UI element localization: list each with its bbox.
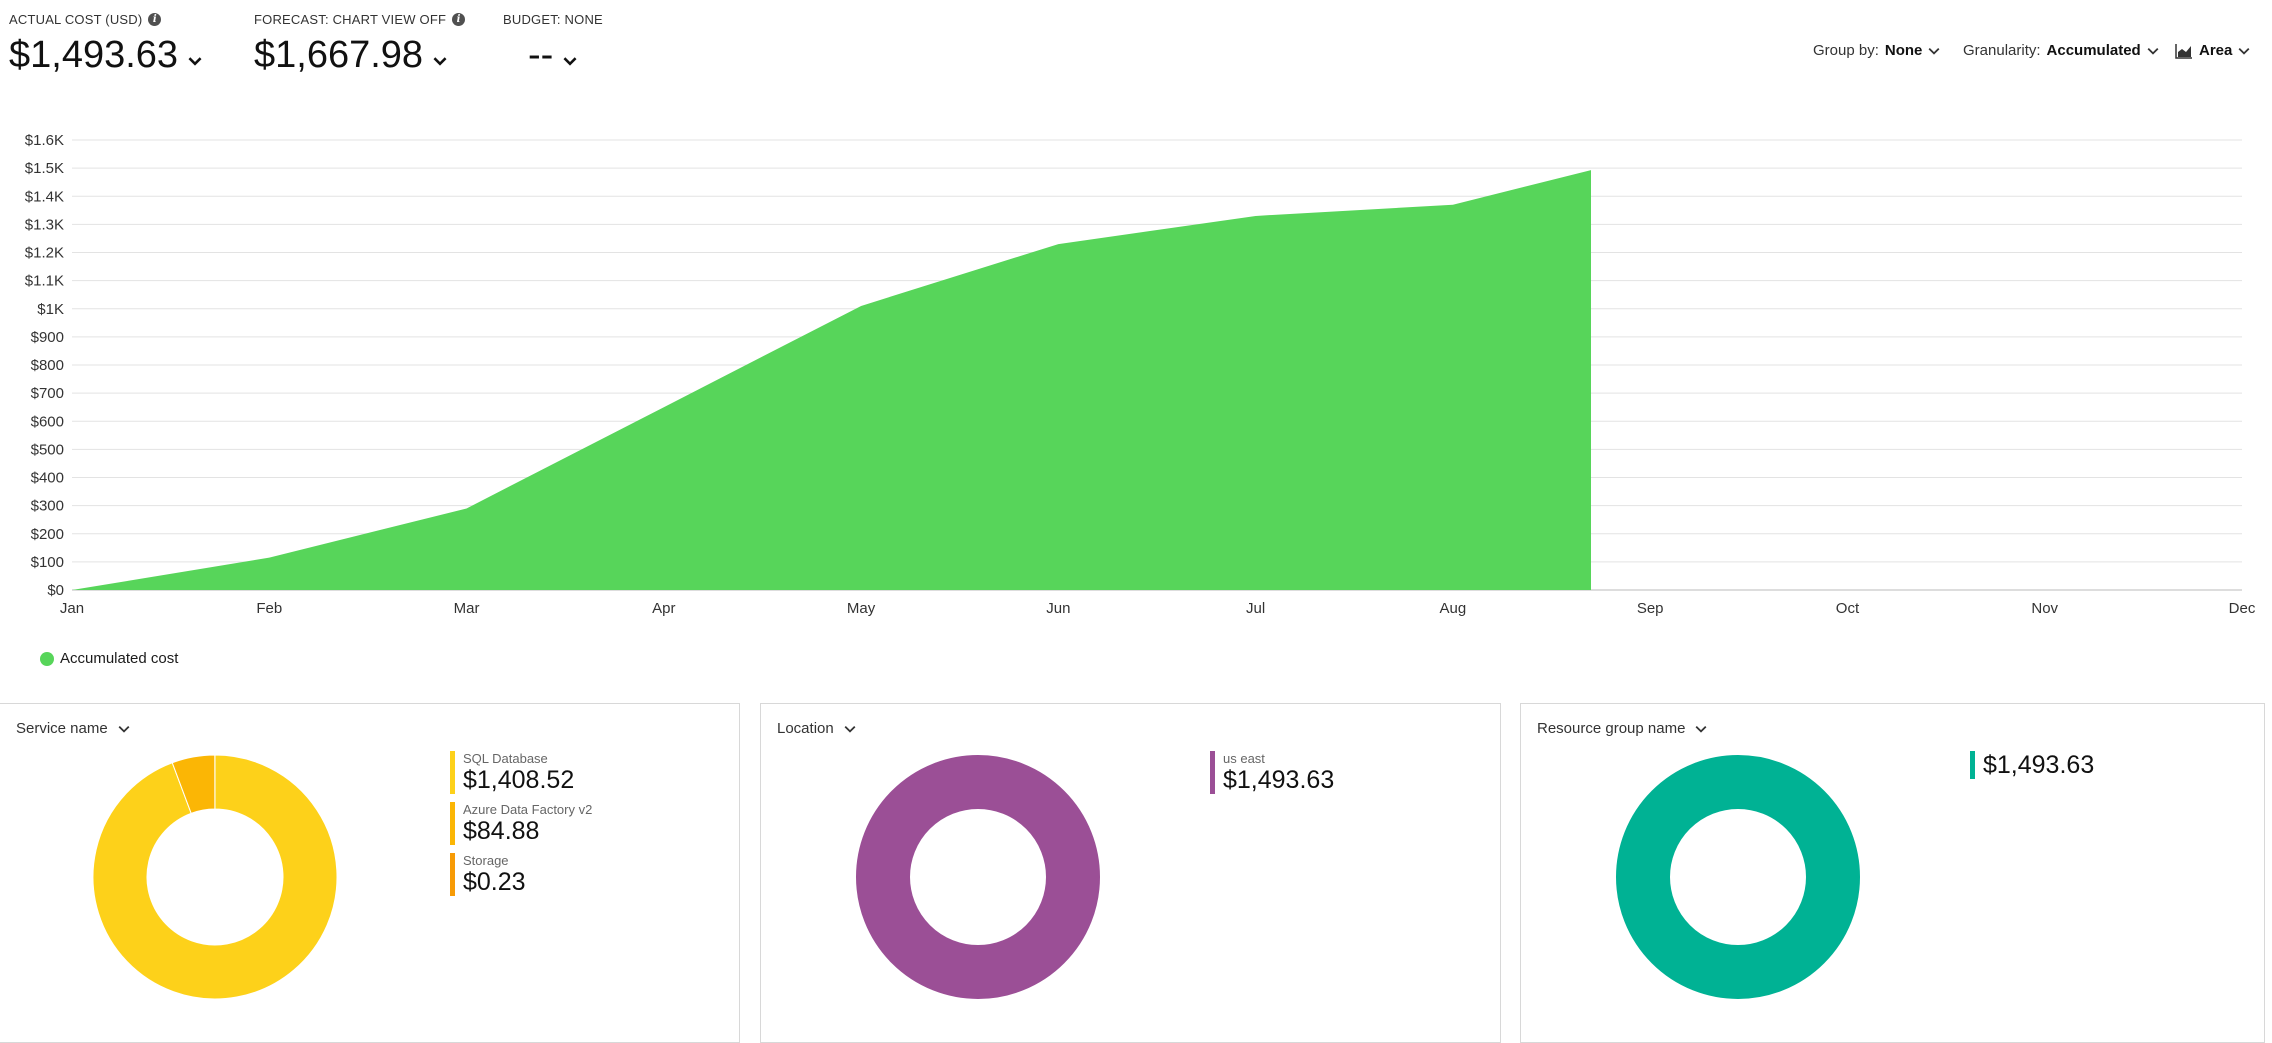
granularity-dropdown[interactable]: Granularity:Accumulated <box>1963 42 2159 59</box>
location-legend: us east$1,493.63 <box>1210 751 1334 794</box>
chart-type-dropdown[interactable]: Area <box>2175 42 2250 59</box>
chevron-down-icon[interactable] <box>188 54 202 68</box>
y-tick-label: $1.3K <box>25 216 64 233</box>
list-item: $1,493.63 <box>1970 751 2094 779</box>
x-tick-label: Aug <box>1440 600 1467 617</box>
y-tick-label: $1K <box>37 301 64 318</box>
y-tick-label: $1.5K <box>25 160 64 177</box>
service-legend: SQL Database$1,408.52 Azure Data Factory… <box>450 751 592 896</box>
info-icon[interactable]: i <box>148 13 161 26</box>
color-bar <box>450 751 455 794</box>
y-tick-label: $400 <box>31 470 64 487</box>
location-panel: Location us east$1,493.63 <box>760 703 1501 1043</box>
item-value: $1,493.63 <box>1983 751 2094 779</box>
info-icon[interactable]: i <box>452 13 465 26</box>
resource-group-legend: $1,493.63 <box>1970 751 2094 779</box>
resource-group-donut-chart <box>1613 752 1863 1002</box>
chevron-down-icon[interactable] <box>563 54 577 68</box>
y-tick-label: $800 <box>31 357 64 374</box>
y-tick-label: $1.6K <box>25 132 64 149</box>
accumulated-cost-chart: $0 $100 $200 $300 $400 $500 $600 $700 $800 $900 $1… <box>0 120 2272 630</box>
item-name: SQL Database <box>463 751 574 766</box>
resource-group-dropdown[interactable]: Resource group name <box>1537 720 1707 737</box>
color-bar <box>1970 751 1975 779</box>
list-item: Storage$0.23 <box>450 853 592 896</box>
chart-legend: Accumulated cost <box>40 650 178 667</box>
color-bar <box>1210 751 1215 794</box>
x-tick-label: Dec <box>2229 600 2256 617</box>
y-tick-label: $1.2K <box>25 245 64 262</box>
group-by-dropdown[interactable]: Group by:None <box>1813 42 1940 59</box>
y-tick-label: $0 <box>47 582 64 599</box>
chevron-down-icon <box>1695 723 1707 735</box>
x-tick-label: May <box>847 600 876 617</box>
area-chart-icon <box>2175 43 2193 59</box>
chevron-down-icon <box>844 723 856 735</box>
y-tick-label: $1.4K <box>25 188 64 205</box>
y-tick-label: $1.1K <box>25 273 64 290</box>
x-tick-label: Jul <box>1246 600 1265 617</box>
item-value: $1,408.52 <box>463 766 574 794</box>
item-name: us east <box>1223 751 1334 766</box>
x-tick-label: Sep <box>1637 600 1664 617</box>
service-donut-chart <box>90 752 340 1002</box>
list-item: Azure Data Factory v2$84.88 <box>450 802 592 845</box>
y-tick-label: $100 <box>31 554 64 571</box>
budget-label: BUDGET: NONE <box>503 10 603 28</box>
chevron-down-icon <box>118 723 130 735</box>
actual-cost-label: ACTUAL COST (USD)i <box>9 10 202 28</box>
location-dropdown[interactable]: Location <box>777 720 856 737</box>
item-value: $84.88 <box>463 817 592 845</box>
x-tick-label: Mar <box>454 600 480 617</box>
x-tick-label: Feb <box>256 600 282 617</box>
actual-cost-kpi[interactable]: ACTUAL COST (USD)i $1,493.63 <box>9 10 202 77</box>
chevron-down-icon <box>2238 45 2250 57</box>
list-item: us east$1,493.63 <box>1210 751 1334 794</box>
item-value: $0.23 <box>463 868 526 896</box>
forecast-value: $1,667.98 <box>254 34 465 77</box>
legend-label: Accumulated cost <box>60 650 178 667</box>
color-bar <box>450 802 455 845</box>
list-item: SQL Database$1,408.52 <box>450 751 592 794</box>
item-value: $1,493.63 <box>1223 766 1334 794</box>
x-tick-label: Jun <box>1046 600 1070 617</box>
service-name-dropdown[interactable]: Service name <box>16 720 130 737</box>
legend-dot <box>40 652 54 666</box>
donut-slice[interactable] <box>1643 782 1833 972</box>
service-name-panel: Service name SQL Database$1,408.52 Azure… <box>0 703 740 1043</box>
color-bar <box>450 853 455 896</box>
budget-kpi[interactable]: BUDGET: NONE -- <box>503 10 603 77</box>
x-tick-label: Oct <box>1836 600 1860 617</box>
donut-slice[interactable] <box>883 782 1073 972</box>
actual-cost-value: $1,493.63 <box>9 34 202 77</box>
y-tick-label: $500 <box>31 441 64 458</box>
y-tick-label: $600 <box>31 413 64 430</box>
y-tick-label: $200 <box>31 526 64 543</box>
x-tick-label: Nov <box>2031 600 2058 617</box>
item-name: Azure Data Factory v2 <box>463 802 592 817</box>
x-tick-label: Apr <box>652 600 675 617</box>
chevron-down-icon <box>2147 45 2159 57</box>
y-tick-label: $700 <box>31 385 64 402</box>
chevron-down-icon <box>1928 45 1940 57</box>
y-tick-label: $300 <box>31 498 64 515</box>
resource-group-panel: Resource group name $1,493.63 <box>1520 703 2265 1043</box>
accumulated-cost-area[interactable] <box>72 170 1591 590</box>
budget-value: -- <box>503 34 603 77</box>
y-tick-label: $900 <box>31 329 64 346</box>
location-donut-chart <box>853 752 1103 1002</box>
item-name: Storage <box>463 853 526 868</box>
x-tick-label: Jan <box>60 600 84 617</box>
chevron-down-icon[interactable] <box>433 54 447 68</box>
